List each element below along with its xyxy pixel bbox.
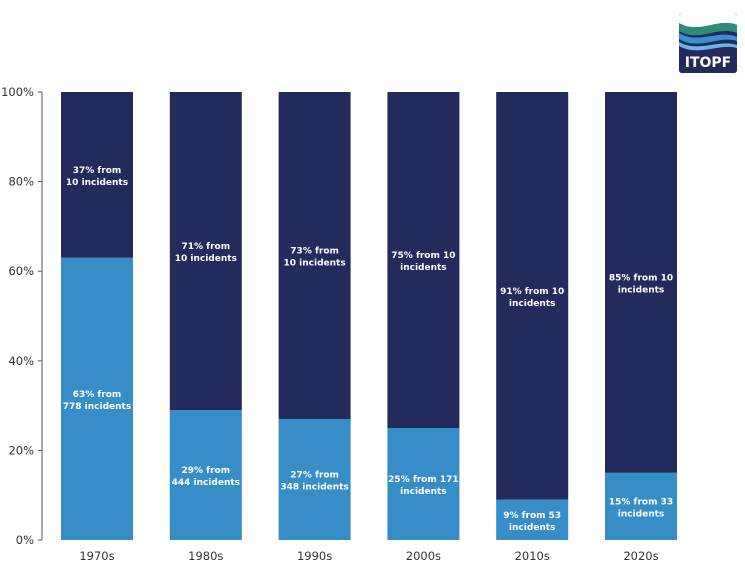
bar-data-label: 37% from 10 incidents: [66, 166, 128, 188]
bar-data-label: 63% from 778 incidents: [63, 390, 131, 412]
bar-segment: [61, 92, 133, 258]
bar-segment: [387, 92, 460, 428]
y-tick-label: 100%: [1, 85, 34, 99]
y-tick-label: 80%: [8, 175, 34, 189]
x-tick-label: 1990s: [297, 549, 332, 563]
x-tick-label: 1980s: [188, 549, 223, 563]
x-tick-label: 2000s: [406, 549, 441, 563]
bar-segment: [605, 92, 677, 473]
y-tick-label: 60%: [8, 264, 34, 278]
bar-data-label: 27% from 348 incidents: [280, 471, 348, 493]
bar-data-label: 25% from 171 incidents: [388, 475, 459, 497]
logo-text: ITOPF: [685, 55, 731, 71]
bar-segment: [496, 92, 569, 500]
x-tick-label: 1970s: [79, 549, 114, 563]
bar-data-label: 29% from 444 incidents: [172, 466, 240, 488]
x-tick-label: 2010s: [515, 549, 550, 563]
bar-segment: [278, 419, 351, 540]
itopf-logo: ITOPF: [679, 13, 737, 73]
y-tick-label: 20%: [8, 443, 34, 457]
y-tick-label: 0%: [16, 533, 34, 547]
bar-data-label: 15% from 33 incidents: [609, 497, 673, 519]
y-tick-label: 40%: [8, 354, 34, 368]
x-tick-label: 2020s: [623, 549, 658, 563]
bar-data-label: 85% from 10 incidents: [609, 273, 673, 295]
bar-segment: [605, 472, 677, 540]
bar-segment: [278, 92, 351, 420]
bar-data-label: 73% from 10 incidents: [284, 247, 346, 269]
bar-data-label: 75% from 10 incidents: [391, 251, 455, 273]
bar-segment: [169, 92, 242, 411]
bar-segment: [61, 257, 133, 540]
bar-data-label: 71% from 10 incidents: [175, 242, 237, 264]
bar-segment: [169, 410, 242, 540]
bar-data-label: 91% from 10 incidents: [500, 287, 564, 309]
bar-data-label: 9% from 53 incidents: [503, 511, 561, 533]
bar-segment: [496, 499, 569, 540]
bar-segment: [387, 428, 460, 540]
